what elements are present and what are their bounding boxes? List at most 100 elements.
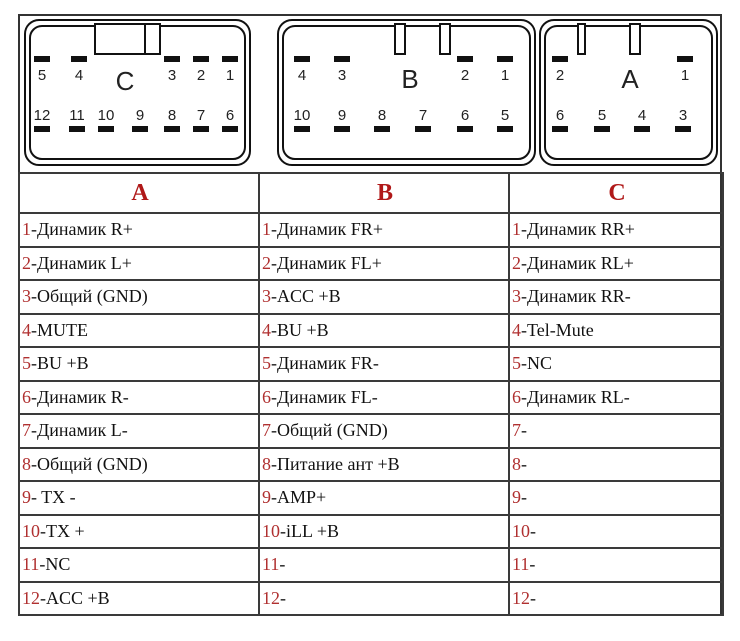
pin-function: -AMP+ [271,487,327,508]
pin-cell-b: 7-Общий (GND) [258,413,510,449]
pin-number: 10 [262,520,280,541]
pin-number: 11 [22,554,40,575]
pin-cell-b: 9-AMP+ [258,480,510,516]
pin-label: 8 [378,107,386,124]
pin-cell-b: 4-BU +B [258,312,510,348]
table-row: 2-Динамик L+ 2-Динамик FL+ 2-Динамик RL+ [18,245,724,281]
pin-label: 2 [197,67,205,84]
pin-number: 2 [512,252,521,273]
pin-function: -Tel-Mute [521,319,594,340]
connector-inner-outline [544,25,713,160]
pin-function: -Динамик RL+ [521,252,634,273]
connector-outline [539,19,718,166]
pin-number: 5 [512,353,521,374]
connector-diagram: C5 4 3 2 112 11 10 9 8 7 6B4 3 2 110 9 8 7 6 5A2 16 5 4 3 [24,19,718,166]
table-row: 5-BU +B 5-Динамик FR- 5-NC [18,346,724,382]
pin-contact [222,56,238,62]
pin-function: -Общий (GND) [271,420,388,441]
pin-label: 5 [598,107,606,124]
table-row: 3-Общий (GND) 3-ACC +B 3-Динамик RR- [18,279,724,315]
pin-cell-c: 10- [508,513,724,549]
pin-function: -MUTE [31,319,88,340]
table-row: 4-MUTE 4-BU +B 4-Tel-Mute [18,312,724,348]
pin-label: 7 [419,107,427,124]
pin-contact [222,126,238,132]
pin-label: 11 [69,107,85,124]
pin-cell-a: 11-NC [18,547,260,583]
connector-key-notch [577,23,586,55]
pin-contact [71,56,87,62]
pin-cell-c: 8- [508,446,724,482]
pin-cell-a: 1-Динамик R+ [18,212,260,248]
pin-function: -Общий (GND) [31,453,148,474]
pin-function: -ACC +B [40,587,110,608]
pin-cell-b: 12- [258,580,510,616]
pin-cell-b: 6-Динамик FL- [258,379,510,415]
pin-cell-c: 9- [508,480,724,516]
header-a: A [18,172,260,214]
pin-cell-a: 2-Динамик L+ [18,245,260,281]
pin-cell-b: 11- [258,547,510,583]
table-header-row: A B C [18,172,724,214]
pin-function: -NC [39,554,71,575]
pin-number: 11 [512,554,530,575]
pin-cell-a: 3-Общий (GND) [18,279,260,315]
table-row: 6-Динамик R- 6-Динамик FL- 6-Динамик RL- [18,379,724,415]
pin-label: 3 [679,107,687,124]
pin-number: 1 [22,219,31,240]
pin-function: -Динамик L- [31,420,128,441]
pin-label: 4 [75,67,83,84]
pin-contact [594,126,610,132]
pin-contact [677,56,693,62]
pin-label: 5 [501,107,509,124]
pin-number: 6 [22,386,31,407]
pin-number: 12 [262,587,280,608]
pin-function: -Питание ант +B [271,453,400,474]
pin-function: -Динамик FR- [271,353,379,374]
pin-label: 6 [556,107,564,124]
pin-function: - [521,453,527,474]
pin-cell-b: 10-iLL +B [258,513,510,549]
pin-label: 8 [168,107,176,124]
table-row: 12-ACC +B 12- 12- [18,580,724,616]
connector-key-notch [394,23,406,55]
pin-contact [497,126,513,132]
pin-function: -Общий (GND) [31,286,148,307]
pin-number: 9 [22,487,31,508]
pin-cell-b: 3-ACC +B [258,279,510,315]
pin-label: 3 [168,67,176,84]
pin-label: 2 [461,67,469,84]
pin-contact [675,126,691,132]
pin-number: 7 [262,420,271,441]
pin-function: -Динамик RR+ [521,219,635,240]
pin-number: 3 [262,286,271,307]
table-row: 10-TX +10-iLL +B 10- [18,513,724,549]
pin-function: -BU +B [31,353,89,374]
pin-cell-b: 5-Динамик FR- [258,346,510,382]
connector-key-notch [144,23,161,55]
pin-function: -Динамик R- [31,386,129,407]
connector-letter: B [401,64,418,94]
pin-contact [552,126,568,132]
pin-number: 7 [512,420,521,441]
pin-contact [34,56,50,62]
pin-contact [457,56,473,62]
pin-cell-a: 4-MUTE [18,312,260,348]
pin-function: - [279,554,286,575]
pin-contact [334,56,350,62]
pin-label: 1 [501,67,509,84]
pin-label: 3 [338,67,346,84]
pinout-table: A B C 1-Динамик R+ 1-Динамик FR+ 1-Динамик… [18,172,724,616]
pin-number: 9 [262,487,271,508]
pin-function: -Динамик R+ [31,219,133,240]
pin-contact [164,56,180,62]
pin-number: 6 [512,386,521,407]
pin-number: 2 [262,252,271,273]
pin-number: 5 [262,353,271,374]
pin-cell-a: 12-ACC +B [18,580,260,616]
pin-contact [69,126,85,132]
pin-function: -Динамик L+ [31,252,132,273]
pin-cell-b: 2-Динамик FL+ [258,245,510,281]
pin-contact [193,56,209,62]
pin-cell-a: 8-Общий (GND) [18,446,260,482]
